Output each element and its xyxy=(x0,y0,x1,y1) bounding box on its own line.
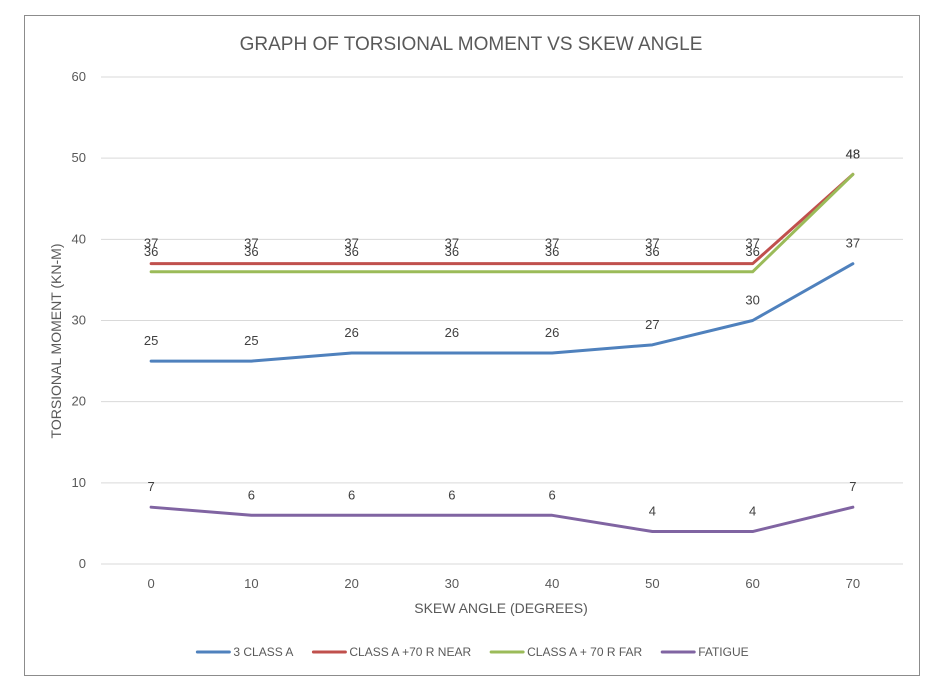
data-label: 37 xyxy=(846,236,860,251)
x-axis-ticks: 0 10 20 30 40 50 60 70 xyxy=(148,576,861,591)
data-label: 4 xyxy=(649,504,656,519)
data-label: 7 xyxy=(148,479,155,494)
y-tick-label: 40 xyxy=(72,231,86,246)
series-line xyxy=(149,262,855,363)
x-tick-label: 0 xyxy=(148,576,155,591)
data-label: 48 xyxy=(846,146,860,161)
y-tick-label: 50 xyxy=(72,150,86,165)
y-axis-ticks: 0 10 20 30 40 50 60 xyxy=(72,69,86,571)
data-label: 26 xyxy=(545,325,559,340)
data-label: 36 xyxy=(144,244,158,259)
data-label: 36 xyxy=(344,244,358,259)
data-label: 25 xyxy=(244,333,258,348)
data-label: 36 xyxy=(244,244,258,259)
data-label: 6 xyxy=(448,487,455,502)
line-chart: GRAPH OF TORSIONAL MOMENT VS SKEW ANGLE … xyxy=(48,34,903,659)
data-label: 6 xyxy=(348,487,355,502)
data-label: 37 xyxy=(445,236,459,251)
data-label: 25 xyxy=(144,333,158,348)
y-tick-label: 10 xyxy=(72,475,86,490)
x-tick-label: 10 xyxy=(244,576,258,591)
data-label: 37 xyxy=(645,236,659,251)
gridlines xyxy=(101,76,903,565)
legend-label: CLASS A + 70 R FAR xyxy=(527,645,642,659)
data-label: 6 xyxy=(248,487,255,502)
x-tick-label: 40 xyxy=(545,576,559,591)
x-tick-label: 30 xyxy=(445,576,459,591)
data-label: 37 xyxy=(244,236,258,251)
x-axis-title: SKEW ANGLE (DEGREES) xyxy=(414,600,587,616)
x-tick-label: 20 xyxy=(344,576,358,591)
x-tick-label: 60 xyxy=(745,576,759,591)
legend: 3 CLASS A CLASS A +70 R NEAR CLASS A + 70 … xyxy=(195,645,749,659)
legend-label: FATIGUE xyxy=(698,645,748,659)
data-labels: 25 25 26 26 26 27 30 37 37 37 37 37 37 37 37 48 36 36 36 36… xyxy=(144,146,860,518)
data-label: 36 xyxy=(745,244,759,259)
data-label: 37 xyxy=(144,236,158,251)
series-line xyxy=(149,505,855,534)
legend-label: 3 CLASS A xyxy=(233,645,293,659)
data-label: 36 xyxy=(645,244,659,259)
data-label: 36 xyxy=(445,244,459,259)
data-label: 36 xyxy=(545,244,559,259)
data-label: 26 xyxy=(445,325,459,340)
chart-title: GRAPH OF TORSIONAL MOMENT VS SKEW ANGLE xyxy=(240,34,703,55)
series-line xyxy=(149,172,855,274)
legend-label: CLASS A +70 R NEAR xyxy=(349,645,471,659)
data-label: 37 xyxy=(545,236,559,251)
data-label: 4 xyxy=(749,504,756,519)
data-label: 37 xyxy=(344,236,358,251)
series-lines xyxy=(149,172,855,534)
data-label: 48 xyxy=(846,146,860,161)
series-line xyxy=(149,172,855,266)
data-label: 30 xyxy=(745,293,759,308)
chart-frame: GRAPH OF TORSIONAL MOMENT VS SKEW ANGLE … xyxy=(24,15,920,676)
y-tick-label: 60 xyxy=(72,69,86,84)
y-tick-label: 0 xyxy=(79,556,86,571)
data-label: 37 xyxy=(745,236,759,251)
data-label: 7 xyxy=(849,479,856,494)
x-tick-label: 70 xyxy=(846,576,860,591)
y-tick-label: 30 xyxy=(72,313,86,328)
y-tick-label: 20 xyxy=(72,394,86,409)
data-label: 26 xyxy=(344,325,358,340)
x-tick-label: 50 xyxy=(645,576,659,591)
y-axis-title: TORSIONAL MOMENT (KN-M) xyxy=(48,244,64,439)
data-label: 6 xyxy=(549,487,556,502)
data-label: 27 xyxy=(645,317,659,332)
